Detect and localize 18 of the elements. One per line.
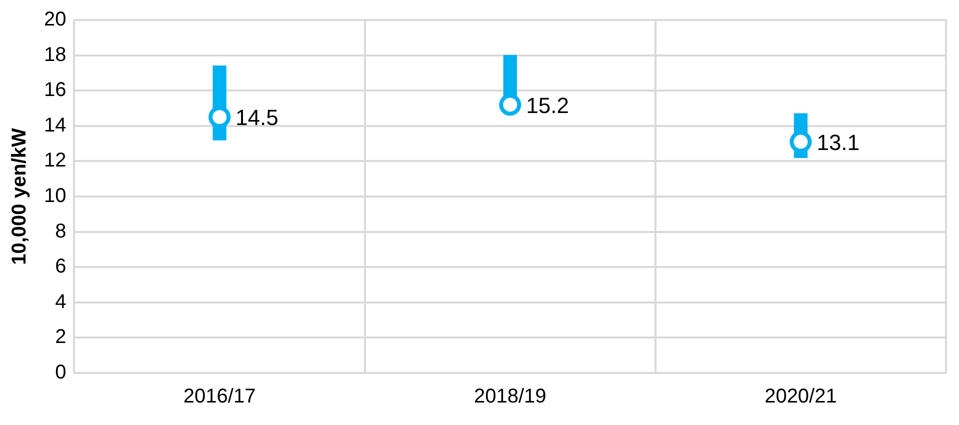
y-tick-label: 10 <box>44 185 66 208</box>
x-tick-label: 2016/17 <box>183 386 256 408</box>
x-tick-label: 2018/19 <box>474 386 546 408</box>
y-tick-label: 20 <box>44 8 66 31</box>
y-tick-label: 16 <box>44 79 66 102</box>
data-label: 13.1 <box>816 130 860 155</box>
y-tick-label: 0 <box>55 362 66 384</box>
x-tick-label: 2020/21 <box>764 386 837 408</box>
data-label: 15.2 <box>526 92 569 118</box>
y-axis-title: 10,000 yen/kW <box>8 128 31 265</box>
y-tick-label: 18 <box>44 44 66 66</box>
y-tick-label: 14 <box>44 114 66 136</box>
y-tick-label: 6 <box>55 256 66 278</box>
y-tick-label: 2 <box>55 326 66 348</box>
y-tick-label: 4 <box>55 290 66 313</box>
y-tick-label: 8 <box>55 220 66 242</box>
data-label: 14.5 <box>236 105 278 130</box>
y-tick-label: 12 <box>44 150 66 172</box>
